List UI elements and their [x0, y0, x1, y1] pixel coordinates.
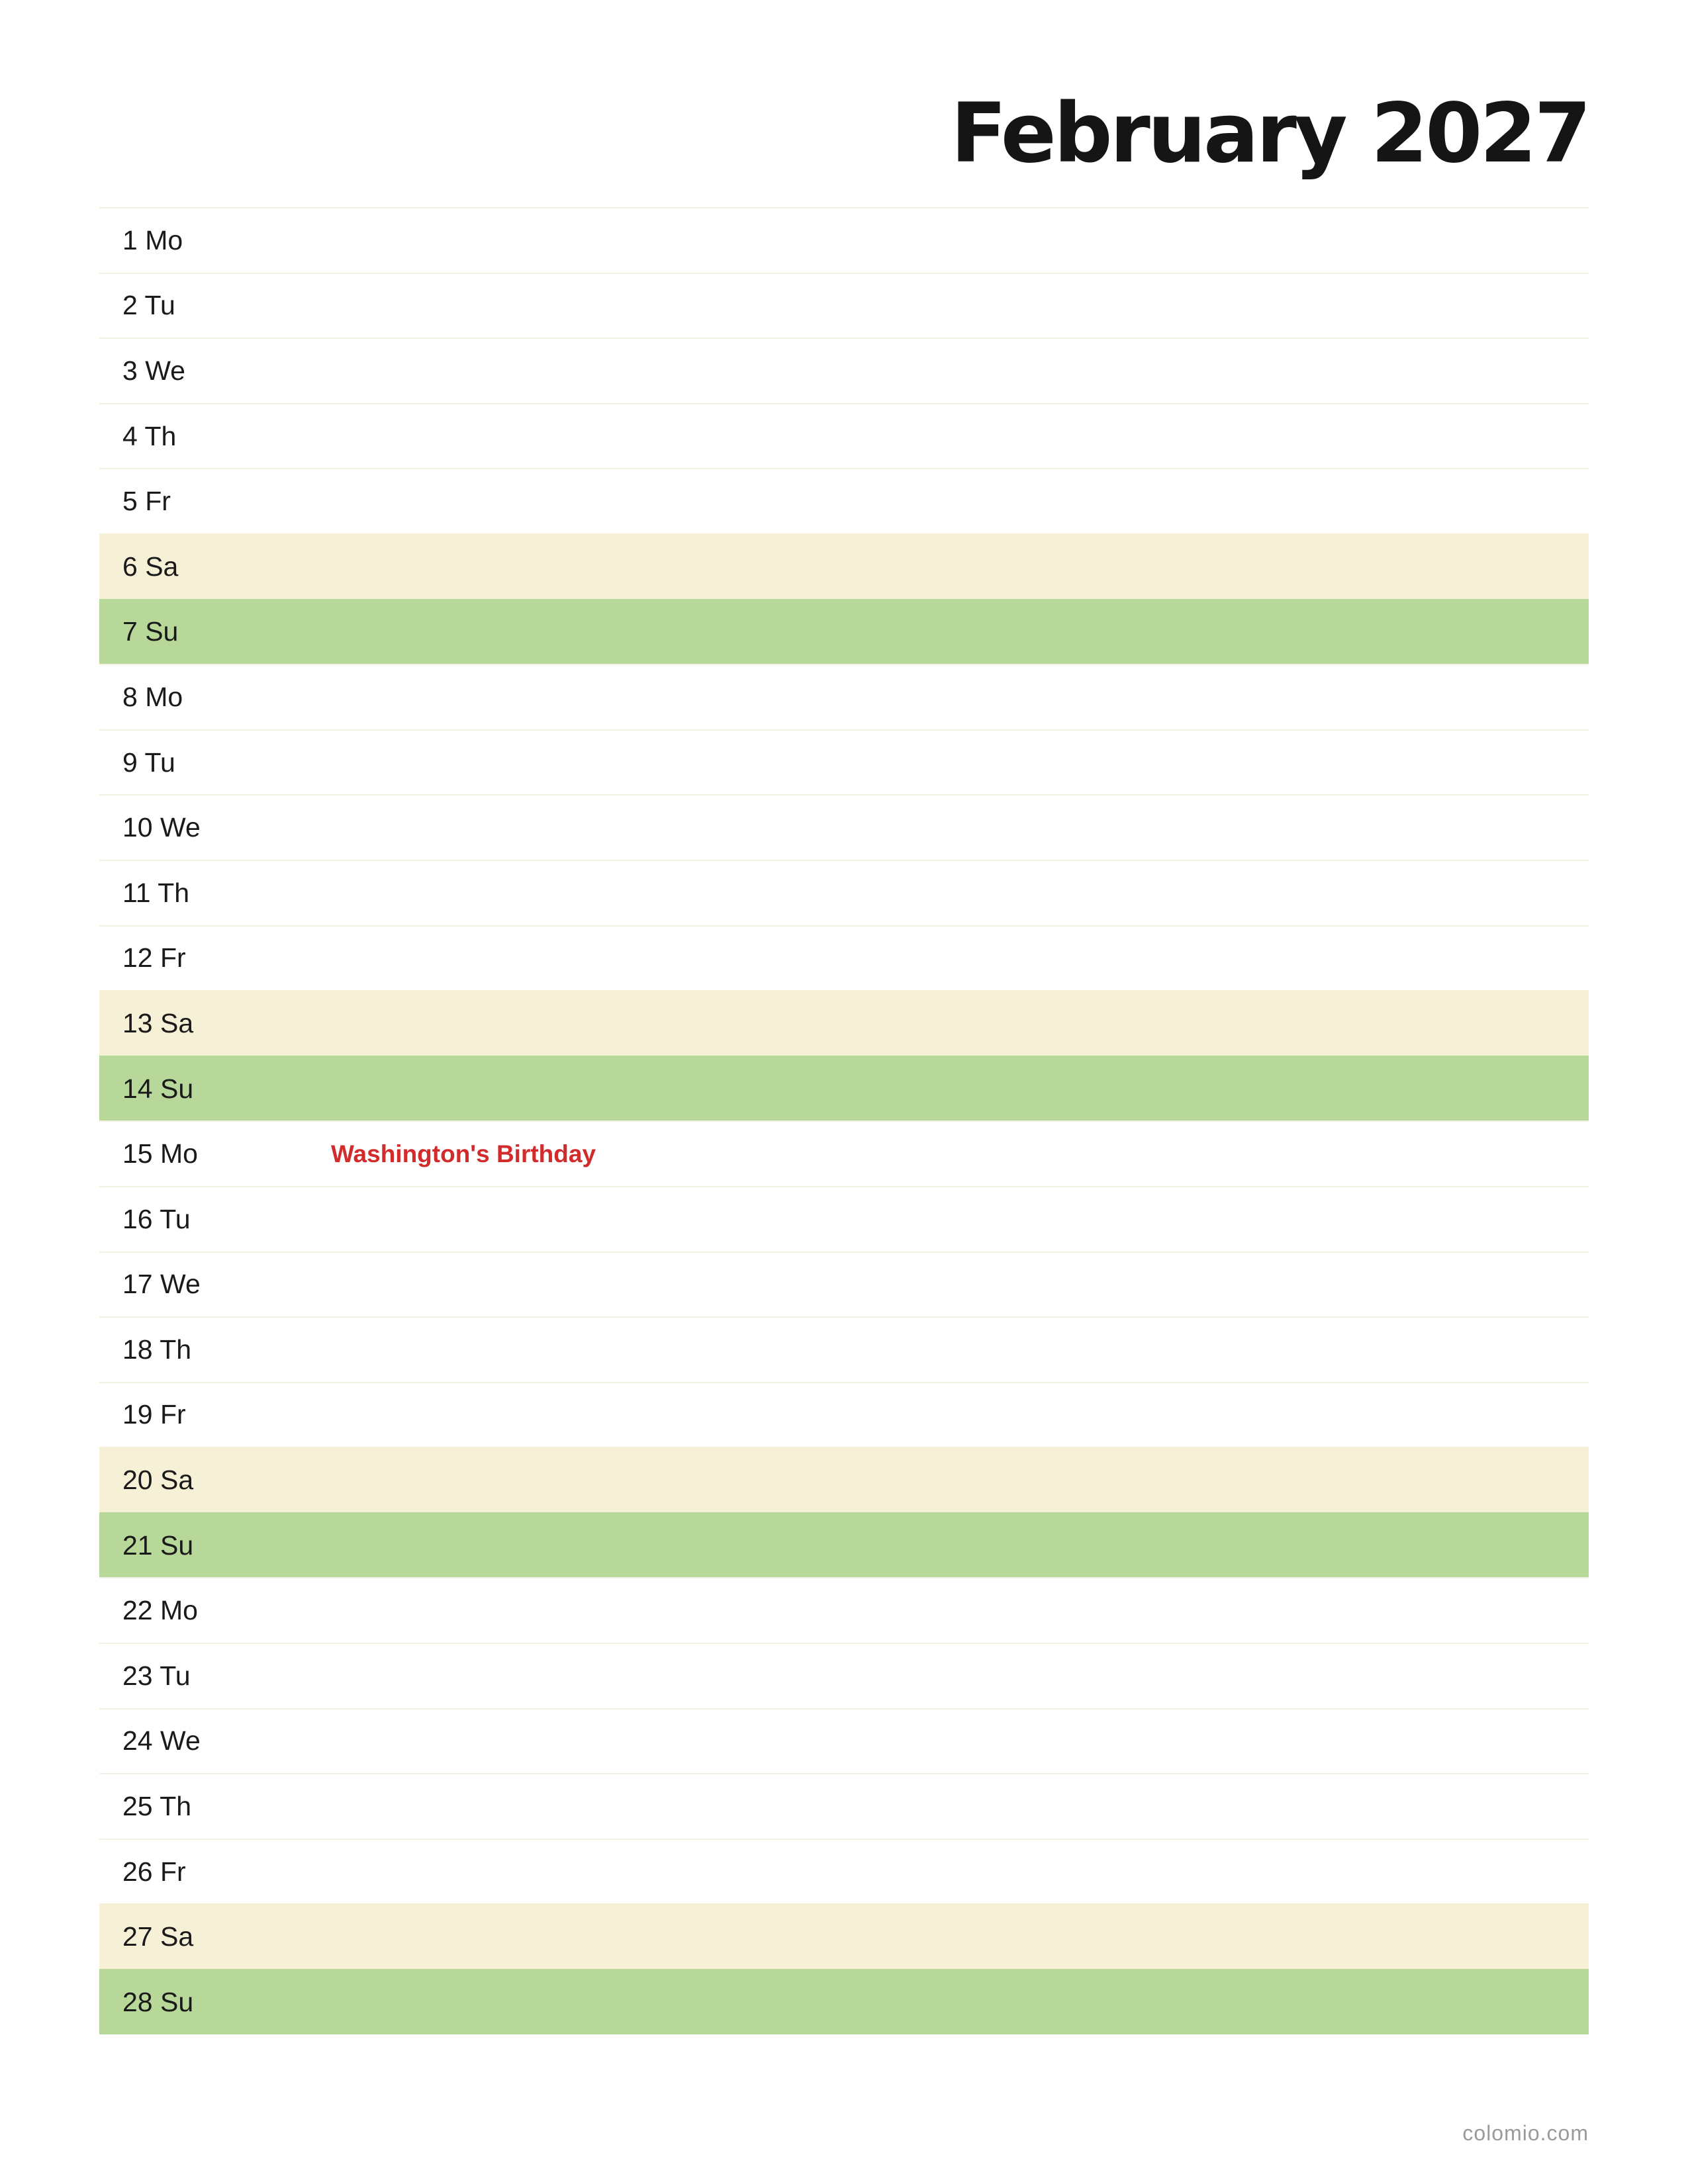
day-label: 11 Th [122, 877, 190, 908]
day-label: 6 Sa [122, 551, 179, 582]
day-label: 22 Mo [122, 1595, 198, 1626]
day-label: 19 Fr [122, 1399, 186, 1430]
day-row: 9 Tu [99, 729, 1589, 795]
day-row: 25 Th [99, 1773, 1589, 1839]
day-row: 8 Mo [99, 664, 1589, 729]
day-row: 4 Th [99, 402, 1589, 469]
day-label: 25 Th [122, 1791, 192, 1822]
day-row: 26 Fr [99, 1838, 1589, 1904]
day-label: 26 Fr [122, 1856, 186, 1887]
day-label: 7 Su [122, 616, 179, 647]
day-row: 2 Tu [99, 272, 1589, 338]
day-label: 3 We [122, 355, 185, 386]
day-row: 13 Sa [99, 990, 1589, 1056]
day-label: 4 Th [122, 420, 177, 451]
day-row: 28 Su [99, 1969, 1589, 2034]
day-label: 12 Fr [122, 942, 186, 974]
day-label: 9 Tu [122, 747, 175, 778]
day-label: 17 We [122, 1269, 201, 1300]
day-label: 10 We [122, 812, 201, 843]
day-row: 22 Mo [99, 1577, 1589, 1643]
day-label: 28 Su [122, 1986, 194, 2017]
day-label: 14 Su [122, 1073, 194, 1104]
day-label: 27 Sa [122, 1921, 194, 1952]
day-row: 24 We [99, 1707, 1589, 1774]
day-row: 27 Sa [99, 1903, 1589, 1970]
day-label: 16 Tu [122, 1203, 191, 1234]
day-row: 20 Sa [99, 1447, 1589, 1512]
day-row: 6 Sa [99, 533, 1589, 599]
day-row: 23 Tu [99, 1643, 1589, 1708]
day-label: 8 Mo [122, 681, 183, 712]
day-row: 17 We [99, 1251, 1589, 1317]
day-row: 15 Mo Washington's Birthday [99, 1120, 1589, 1186]
day-list: 1 Mo 2 Tu 3 We 4 Th 5 Fr 6 Sa 7 Su 8 Mo 9 Tu 10 W… [99, 207, 1589, 2034]
day-row: 14 Su [99, 1055, 1589, 1121]
day-row: 12 Fr [99, 925, 1589, 991]
day-label: 5 Fr [122, 486, 171, 517]
day-label: 15 Mo [122, 1138, 198, 1169]
day-label: 13 Sa [122, 1007, 194, 1038]
day-label: 1 Mo [122, 224, 183, 255]
day-row: 1 Mo [99, 207, 1589, 273]
day-label: 2 Tu [122, 290, 175, 321]
day-label: 21 Su [122, 1529, 194, 1561]
day-row: 16 Tu [99, 1185, 1589, 1251]
day-row: 7 Su [99, 598, 1589, 664]
page-title: February 2027 [951, 86, 1591, 181]
day-row: 10 We [99, 794, 1589, 860]
day-label: 20 Sa [122, 1465, 194, 1496]
footer-credit: colomio.com [1462, 2121, 1589, 2145]
day-row: 21 Su [99, 1512, 1589, 1578]
holiday-label: Washington's Birthday [331, 1140, 596, 1167]
day-label: 24 We [122, 1725, 201, 1756]
day-label: 23 Tu [122, 1660, 191, 1691]
day-row: 11 Th [99, 859, 1589, 925]
day-row: 3 We [99, 338, 1589, 403]
day-row: 19 Fr [99, 1381, 1589, 1447]
day-row: 5 Fr [99, 468, 1589, 533]
day-label: 18 Th [122, 1334, 192, 1365]
day-row: 18 Th [99, 1316, 1589, 1382]
